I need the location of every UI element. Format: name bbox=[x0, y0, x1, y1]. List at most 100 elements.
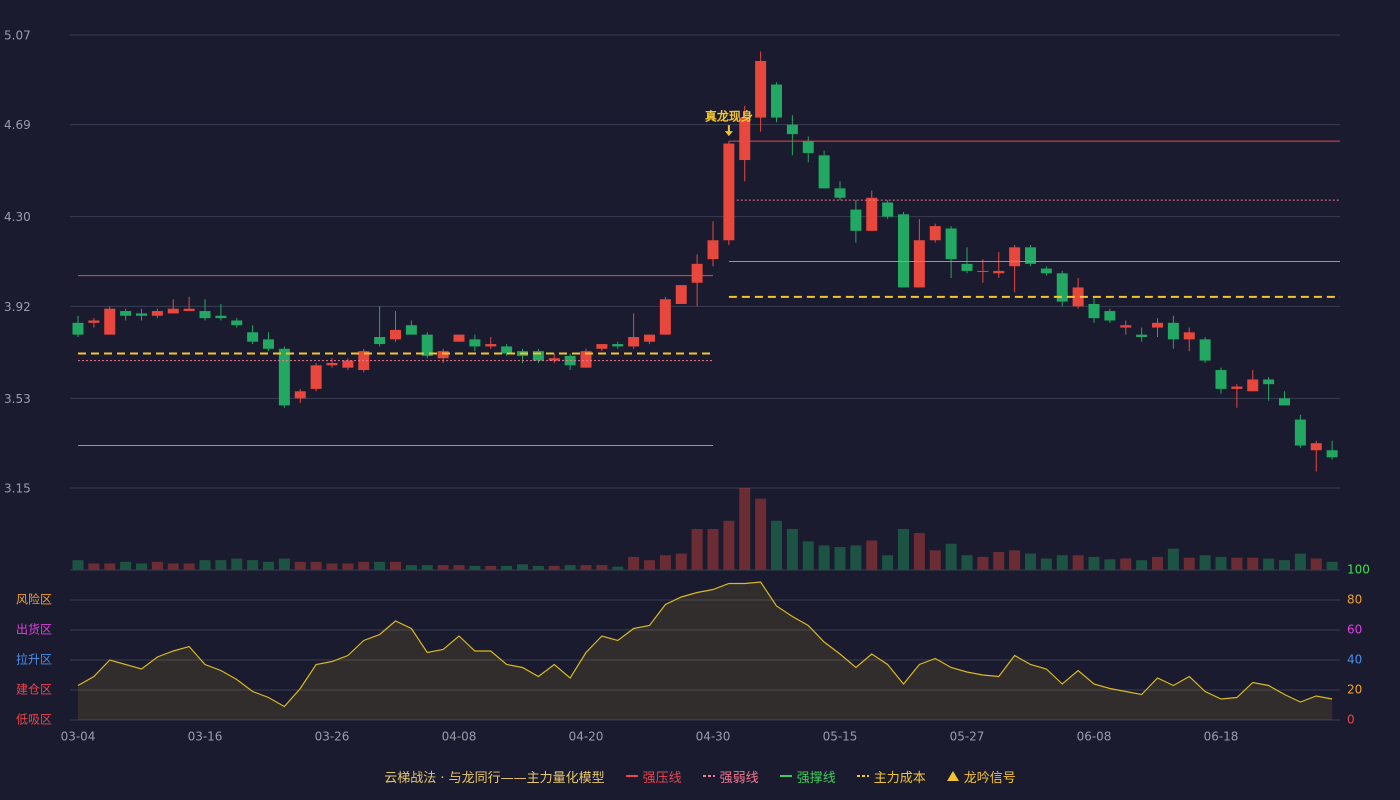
volume-bar bbox=[532, 565, 544, 570]
zone-label: 建仓区 bbox=[16, 683, 52, 697]
volume-bar bbox=[818, 545, 830, 570]
candle-body bbox=[596, 344, 608, 349]
volume-bar bbox=[485, 565, 497, 570]
candle-body bbox=[548, 358, 560, 361]
candle-body bbox=[913, 240, 925, 288]
candle-body bbox=[342, 360, 354, 368]
candle-body bbox=[866, 197, 878, 231]
volume-bar bbox=[1231, 557, 1243, 570]
candle-body bbox=[120, 311, 132, 316]
legend-swatch bbox=[946, 771, 959, 781]
zone-label: 拉升区 bbox=[16, 652, 52, 667]
candle-body bbox=[485, 344, 497, 347]
volume-bar bbox=[215, 560, 227, 570]
x-tick-label: 03-04 bbox=[61, 730, 96, 744]
volume-bar bbox=[1199, 555, 1211, 570]
y-tick-label: 3.92 bbox=[4, 300, 31, 314]
candle-body bbox=[532, 351, 544, 361]
volume-bar bbox=[1072, 555, 1084, 570]
volume-bar bbox=[1263, 558, 1275, 570]
x-tick-label: 06-18 bbox=[1204, 730, 1239, 744]
candle-body bbox=[501, 346, 513, 354]
candle-body bbox=[421, 334, 433, 356]
y-tick-label: 4.69 bbox=[4, 118, 31, 132]
volume-bar bbox=[374, 561, 386, 570]
candle-body bbox=[644, 334, 655, 342]
volume-bar bbox=[755, 498, 767, 570]
candle-body bbox=[1247, 379, 1259, 392]
candle-body bbox=[88, 320, 100, 323]
volume-bar bbox=[136, 563, 147, 570]
signal-label: 真龙现身 bbox=[705, 109, 753, 124]
y-tick-label: 4.30 bbox=[4, 210, 31, 224]
volume-bar bbox=[977, 556, 989, 570]
candle-body bbox=[1183, 332, 1195, 340]
candle-body bbox=[739, 117, 751, 161]
candle-body bbox=[247, 332, 259, 342]
legend-label: 强撑线 bbox=[796, 770, 836, 786]
legend-swatch bbox=[856, 775, 869, 777]
volume-bar bbox=[898, 529, 909, 570]
candle-body bbox=[390, 329, 401, 340]
volume-bar bbox=[882, 555, 894, 570]
volume-bar bbox=[707, 529, 719, 570]
osc-tick-label: 0 bbox=[1347, 713, 1355, 727]
candle-body bbox=[882, 202, 894, 217]
volume-bar bbox=[691, 529, 703, 570]
volume-bar bbox=[1104, 559, 1116, 570]
legend-label: 强弱线 bbox=[719, 770, 759, 786]
candle-body bbox=[1263, 379, 1275, 385]
volume-bar bbox=[310, 561, 322, 570]
volume-bar bbox=[247, 560, 259, 570]
legend-item: 强弱线 bbox=[702, 767, 759, 786]
candle-body bbox=[675, 285, 687, 304]
candle-body bbox=[1152, 322, 1163, 328]
candle-body bbox=[1294, 419, 1306, 446]
volume-bar bbox=[548, 565, 560, 570]
volume-bar bbox=[199, 560, 211, 570]
legend-label: 主力成本 bbox=[873, 770, 926, 786]
candle-body bbox=[136, 313, 147, 316]
legend-swatch bbox=[702, 775, 715, 777]
volume-bar bbox=[1040, 558, 1052, 570]
candle-body bbox=[231, 320, 243, 326]
candle-body bbox=[945, 228, 957, 260]
volume-bar bbox=[1183, 557, 1195, 570]
volume-bar bbox=[644, 560, 655, 570]
candle-body bbox=[1040, 268, 1052, 274]
volume-bar bbox=[326, 563, 338, 570]
candle-body bbox=[612, 344, 624, 347]
x-tick-label: 03-16 bbox=[188, 730, 223, 744]
x-tick-label: 06-08 bbox=[1077, 730, 1112, 744]
candle-body bbox=[183, 308, 195, 312]
candle-body bbox=[294, 391, 306, 399]
volume-bar bbox=[993, 551, 1005, 570]
candle-body bbox=[469, 339, 481, 347]
legend-triangle bbox=[946, 771, 959, 781]
candle-body bbox=[977, 270, 989, 272]
candle-body bbox=[151, 311, 163, 316]
x-tick-label: 05-15 bbox=[823, 730, 858, 744]
candle-body bbox=[453, 334, 465, 342]
volume-bar bbox=[453, 565, 465, 570]
candle-body bbox=[1009, 247, 1021, 267]
legend-item: 龙吟信号 bbox=[946, 767, 1016, 786]
legend-item: 主力成本 bbox=[856, 767, 926, 786]
zone-label: 风险区 bbox=[16, 592, 52, 607]
osc-tick-label: 40 bbox=[1347, 653, 1362, 667]
candle-body bbox=[1025, 247, 1036, 264]
legend: 云梯战法 · 与龙同行——主力量化模型 强压线 强弱线 强撑线 主力成本 龙吟信号 bbox=[0, 764, 1400, 788]
legend-swatch bbox=[779, 775, 792, 777]
candle-body bbox=[786, 124, 798, 135]
volume-bar bbox=[1088, 556, 1100, 570]
osc-tick-label: 60 bbox=[1347, 623, 1362, 637]
candle-body bbox=[1167, 322, 1179, 340]
candle-body bbox=[326, 362, 338, 366]
candle-body bbox=[1088, 303, 1100, 319]
candle-body bbox=[707, 240, 719, 260]
osc-area bbox=[78, 582, 1333, 720]
volume-bar bbox=[802, 541, 814, 570]
volume-bar bbox=[278, 558, 290, 570]
volume-bar bbox=[342, 563, 354, 570]
legend-item: 强压线 bbox=[625, 767, 682, 786]
